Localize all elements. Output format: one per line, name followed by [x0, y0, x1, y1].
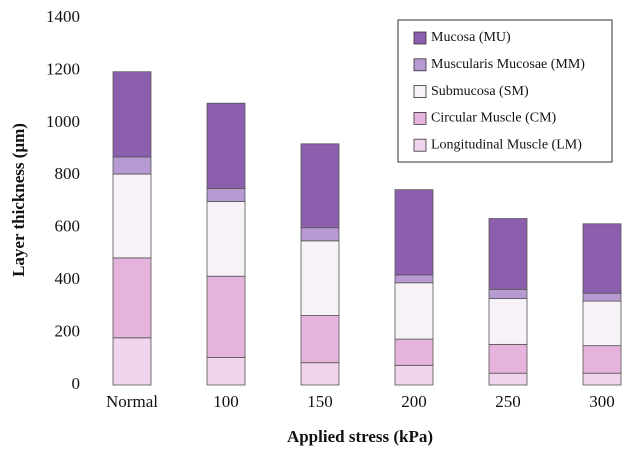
- y-tick-label: 1400: [46, 7, 80, 26]
- legend-label: Submucosa (SM): [431, 84, 529, 99]
- y-axis-label: Layer thickness (μm): [9, 123, 28, 277]
- bar-segment: [206, 201, 246, 277]
- bar-segment: [582, 372, 622, 386]
- bar-segment: [112, 156, 152, 175]
- y-tick-label: 1200: [46, 59, 80, 78]
- y-tick-label: 1000: [46, 112, 80, 131]
- bar-segment: [206, 187, 246, 202]
- legend-swatch: [413, 138, 427, 152]
- bar-segment: [394, 338, 434, 366]
- legend-box: [397, 19, 613, 163]
- legend-label: Longitudinal Muscle (LM): [431, 137, 582, 152]
- bar-segment: [488, 298, 528, 345]
- y-tick-label: 400: [55, 269, 81, 288]
- x-tick-label: 100: [213, 392, 239, 411]
- bar-segment: [300, 240, 340, 316]
- bar-segment: [300, 143, 340, 229]
- bar-segment: [488, 372, 528, 386]
- x-tick-label: 300: [589, 392, 615, 411]
- bar-segment: [488, 288, 528, 299]
- bar-segment: [112, 71, 152, 158]
- bar-segment: [394, 274, 434, 284]
- bar-segment: [300, 315, 340, 364]
- bar-segment: [300, 227, 340, 242]
- bar-segment: [112, 257, 152, 339]
- bar-segment: [582, 345, 622, 374]
- bar-segment: [488, 343, 528, 374]
- legend-label: Muscularis Mucosae (MM): [431, 57, 585, 72]
- x-axis-label: Applied stress (kPa): [287, 427, 433, 446]
- y-tick-label: 200: [55, 321, 81, 340]
- bar-segment: [582, 223, 622, 294]
- bar-segment: [206, 102, 246, 189]
- legend-swatch: [413, 58, 427, 72]
- legend-swatch: [413, 85, 427, 98]
- bar-segment: [300, 362, 340, 386]
- x-tick-label: 250: [495, 392, 521, 411]
- legend-swatch: [413, 31, 427, 45]
- bar-segment: [206, 275, 246, 358]
- x-tick-label: 150: [307, 392, 333, 411]
- legend-label: Mucosa (MU): [431, 30, 511, 45]
- bar-segment: [394, 364, 434, 386]
- bar-segment: [582, 292, 622, 302]
- x-tick-label: Normal: [106, 392, 158, 411]
- bar-segment: [394, 282, 434, 340]
- y-tick-label: 0: [72, 374, 81, 393]
- bar-segment: [394, 189, 434, 276]
- x-tick-label: 200: [401, 392, 427, 411]
- y-tick-label: 600: [55, 217, 81, 236]
- y-tick-label: 800: [55, 164, 81, 183]
- bar-segment: [206, 357, 246, 386]
- bar-segment: [112, 337, 152, 386]
- bar-segment: [582, 300, 622, 347]
- bar-segment: [488, 218, 528, 290]
- bar-segment: [112, 173, 152, 259]
- legend-swatch: [413, 112, 427, 125]
- legend-label: Circular Muscle (CM): [431, 111, 557, 126]
